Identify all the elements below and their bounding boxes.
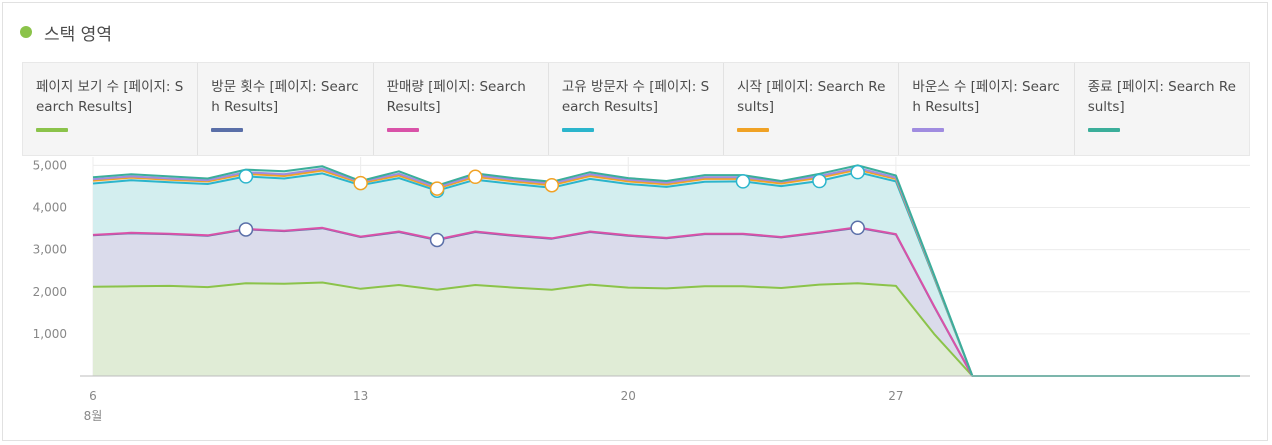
data-point-marker: [238, 222, 254, 237]
y-tick-label: 4,000: [33, 201, 67, 215]
legend-label: 페이지 보기 수 [페이지: Search Results]: [36, 79, 184, 115]
series-area: [93, 282, 1240, 376]
legend-label: 종료 [페이지: Search Results]: [1087, 79, 1236, 115]
legend-item-orders[interactable]: 판매량 [페이지: Search Results]: [374, 63, 549, 155]
data-point-marker: [735, 174, 751, 189]
title-dot-icon: [20, 26, 32, 38]
y-tick-label: 2,000: [33, 285, 67, 299]
x-tick-label: 6: [89, 389, 97, 403]
legend-item-entries[interactable]: 시작 [페이지: Search Results]: [724, 63, 900, 155]
legend-label: 바운스 수 [페이지: Search Results]: [912, 79, 1060, 115]
legend-swatch: [386, 128, 419, 132]
legend-item-unique-visitors[interactable]: 고유 방문자 수 [페이지: Search Results]: [549, 63, 725, 155]
data-point-marker: [353, 175, 368, 191]
data-point-marker: [429, 181, 445, 196]
y-tick-label: 3,000: [33, 243, 67, 257]
legend-item-visits[interactable]: 방문 횟수 [페이지: Search Results]: [198, 63, 374, 155]
legend-swatch: [36, 128, 68, 132]
data-point-marker: [429, 232, 445, 248]
y-tick-label: 5,000: [33, 158, 67, 172]
data-point-marker: [468, 169, 483, 185]
legend-swatch: [912, 128, 945, 132]
legend-swatch: [737, 128, 770, 132]
x-tick-label: 27: [888, 389, 903, 403]
chart-title: 스택 영역: [44, 24, 112, 45]
legend-swatch: [561, 128, 594, 132]
data-point-marker: [850, 220, 865, 236]
legend-label: 판매량 [페이지: Search Results]: [386, 79, 526, 115]
x-tick-label: 13: [353, 389, 368, 403]
x-tick-label: 20: [621, 389, 636, 403]
data-point-marker: [812, 173, 827, 189]
legend-swatch: [211, 128, 244, 132]
legend-item-exits[interactable]: 종료 [페이지: Search Results]: [1075, 63, 1249, 155]
legend-item-page-views[interactable]: 페이지 보기 수 [페이지: Search Results]: [23, 63, 199, 155]
y-tick-label: 1,000: [33, 327, 67, 341]
data-point-marker: [238, 169, 254, 184]
legend-label: 방문 횟수 [페이지: Search Results]: [211, 79, 359, 115]
chart-header: 스택 영역: [20, 20, 112, 45]
legend-item-bounces[interactable]: 바운스 수 [페이지: Search Results]: [899, 63, 1075, 155]
legend-swatch: [1087, 128, 1120, 132]
legend-label: 시작 [페이지: Search Results]: [737, 79, 886, 115]
legend: 페이지 보기 수 [페이지: Search Results] 방문 횟수 [페이…: [22, 62, 1250, 156]
legend-label: 고유 방문자 수 [페이지: Search Results]: [561, 79, 710, 115]
data-point-marker: [850, 164, 865, 180]
x-tick-sublabel: 8월: [84, 409, 103, 423]
data-point-marker: [544, 177, 560, 193]
